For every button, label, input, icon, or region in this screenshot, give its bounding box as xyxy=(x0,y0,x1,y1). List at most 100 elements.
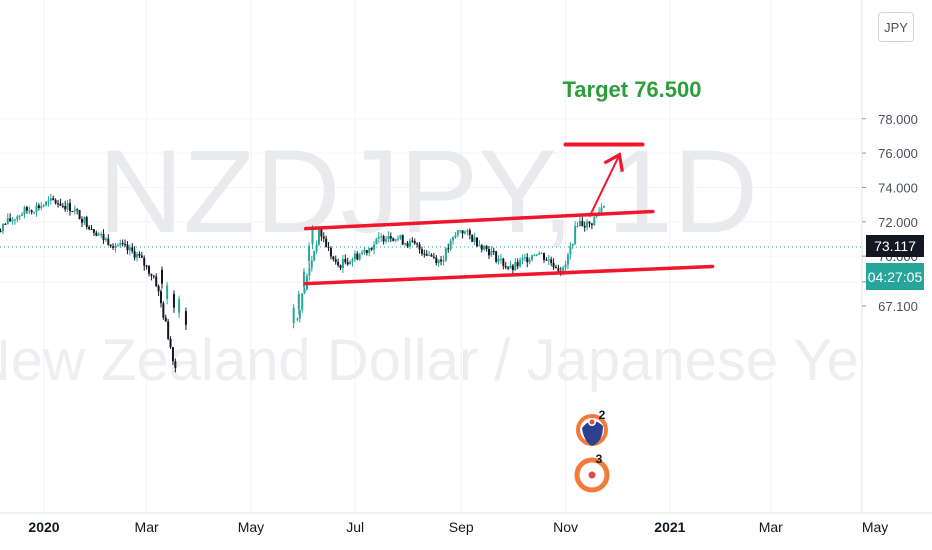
candle xyxy=(339,264,342,271)
candle xyxy=(66,200,69,212)
candle xyxy=(35,202,38,217)
candle xyxy=(389,232,392,243)
candle xyxy=(292,304,295,329)
candle xyxy=(487,246,490,259)
candle xyxy=(6,213,9,225)
candle xyxy=(167,318,170,341)
candle xyxy=(184,307,187,331)
target-label[interactable]: Target 76.500 xyxy=(562,77,701,102)
time-tick-label: Sep xyxy=(449,519,474,535)
candle xyxy=(346,257,349,267)
projection-arrow[interactable] xyxy=(588,152,624,218)
candle xyxy=(550,256,553,267)
candle xyxy=(574,220,577,246)
candle xyxy=(95,230,98,237)
candle xyxy=(325,235,328,248)
candle xyxy=(466,228,469,236)
candle xyxy=(80,216,83,227)
candle xyxy=(449,238,452,252)
upper-channel[interactable] xyxy=(303,209,655,231)
candle xyxy=(499,253,502,264)
time-axis[interactable] xyxy=(0,513,862,550)
candle xyxy=(447,243,450,253)
candle xyxy=(341,255,344,273)
candle xyxy=(310,255,313,272)
candle xyxy=(33,211,36,215)
drawings-layer[interactable] xyxy=(303,142,715,286)
time-tick-label: May xyxy=(862,519,888,535)
candle xyxy=(516,258,519,270)
candle xyxy=(396,235,399,242)
candle xyxy=(85,215,88,230)
candle xyxy=(174,358,177,373)
watermark-instrument-name: New Zealand Dollar / Japanese Yen xyxy=(0,328,891,393)
candle xyxy=(554,264,557,269)
candle xyxy=(452,236,455,245)
time-tick-label: May xyxy=(238,519,264,535)
candle xyxy=(464,230,467,235)
candle xyxy=(507,266,510,271)
candle xyxy=(423,249,426,258)
candle xyxy=(473,232,476,246)
candle xyxy=(131,243,134,254)
last-price-value: 73.117 xyxy=(874,238,916,254)
candle xyxy=(425,250,428,257)
candle xyxy=(157,284,160,296)
candle xyxy=(576,221,579,228)
candle xyxy=(478,240,481,247)
candle xyxy=(382,234,385,245)
currency-button[interactable]: JPY xyxy=(878,12,914,42)
time-tick-label: Mar xyxy=(759,519,783,535)
candle xyxy=(152,275,155,279)
candle xyxy=(327,241,330,252)
candle xyxy=(413,238,416,245)
candle xyxy=(4,223,7,225)
price-tick-label: 78.000 xyxy=(878,112,918,127)
candle xyxy=(581,216,584,227)
candle xyxy=(392,237,395,242)
time-tick-label: 2020 xyxy=(28,519,59,535)
candle xyxy=(564,260,567,273)
candle xyxy=(490,246,493,257)
candle xyxy=(387,231,390,243)
candle xyxy=(329,246,332,260)
candle xyxy=(83,216,86,226)
countdown-label: 04:27:05 xyxy=(866,263,924,290)
candle xyxy=(138,251,141,258)
candle xyxy=(97,232,100,236)
candle xyxy=(552,258,555,270)
candle xyxy=(406,240,409,248)
event-marker-2[interactable]: 2 xyxy=(576,408,608,446)
price-tick-label: 67.100 xyxy=(878,299,918,314)
candle xyxy=(416,242,419,248)
candle xyxy=(61,202,64,209)
candle xyxy=(76,208,79,215)
candle xyxy=(161,266,163,289)
lower-channel[interactable] xyxy=(303,264,715,286)
candle xyxy=(492,247,495,256)
candle xyxy=(18,214,21,221)
candle xyxy=(112,243,115,251)
candle xyxy=(155,273,158,288)
event-marker-3[interactable]: 3 xyxy=(574,452,610,493)
candle xyxy=(583,221,586,232)
time-axis-labels: 2020 Mar May Jul Sep Nov 2021 Mar May xyxy=(28,519,888,535)
candle xyxy=(298,309,301,323)
candle xyxy=(444,247,447,263)
candle xyxy=(571,243,574,250)
candle xyxy=(437,259,440,268)
candle xyxy=(593,216,596,226)
time-tick-label: Nov xyxy=(553,519,578,535)
candle xyxy=(308,242,311,267)
candle xyxy=(480,244,483,253)
candle xyxy=(69,198,72,216)
candle xyxy=(540,252,543,255)
candle xyxy=(401,234,404,246)
candle xyxy=(411,237,414,243)
candle xyxy=(456,229,459,238)
candle xyxy=(459,229,462,234)
candle xyxy=(119,239,122,248)
candle xyxy=(526,253,529,268)
candle xyxy=(126,241,129,255)
